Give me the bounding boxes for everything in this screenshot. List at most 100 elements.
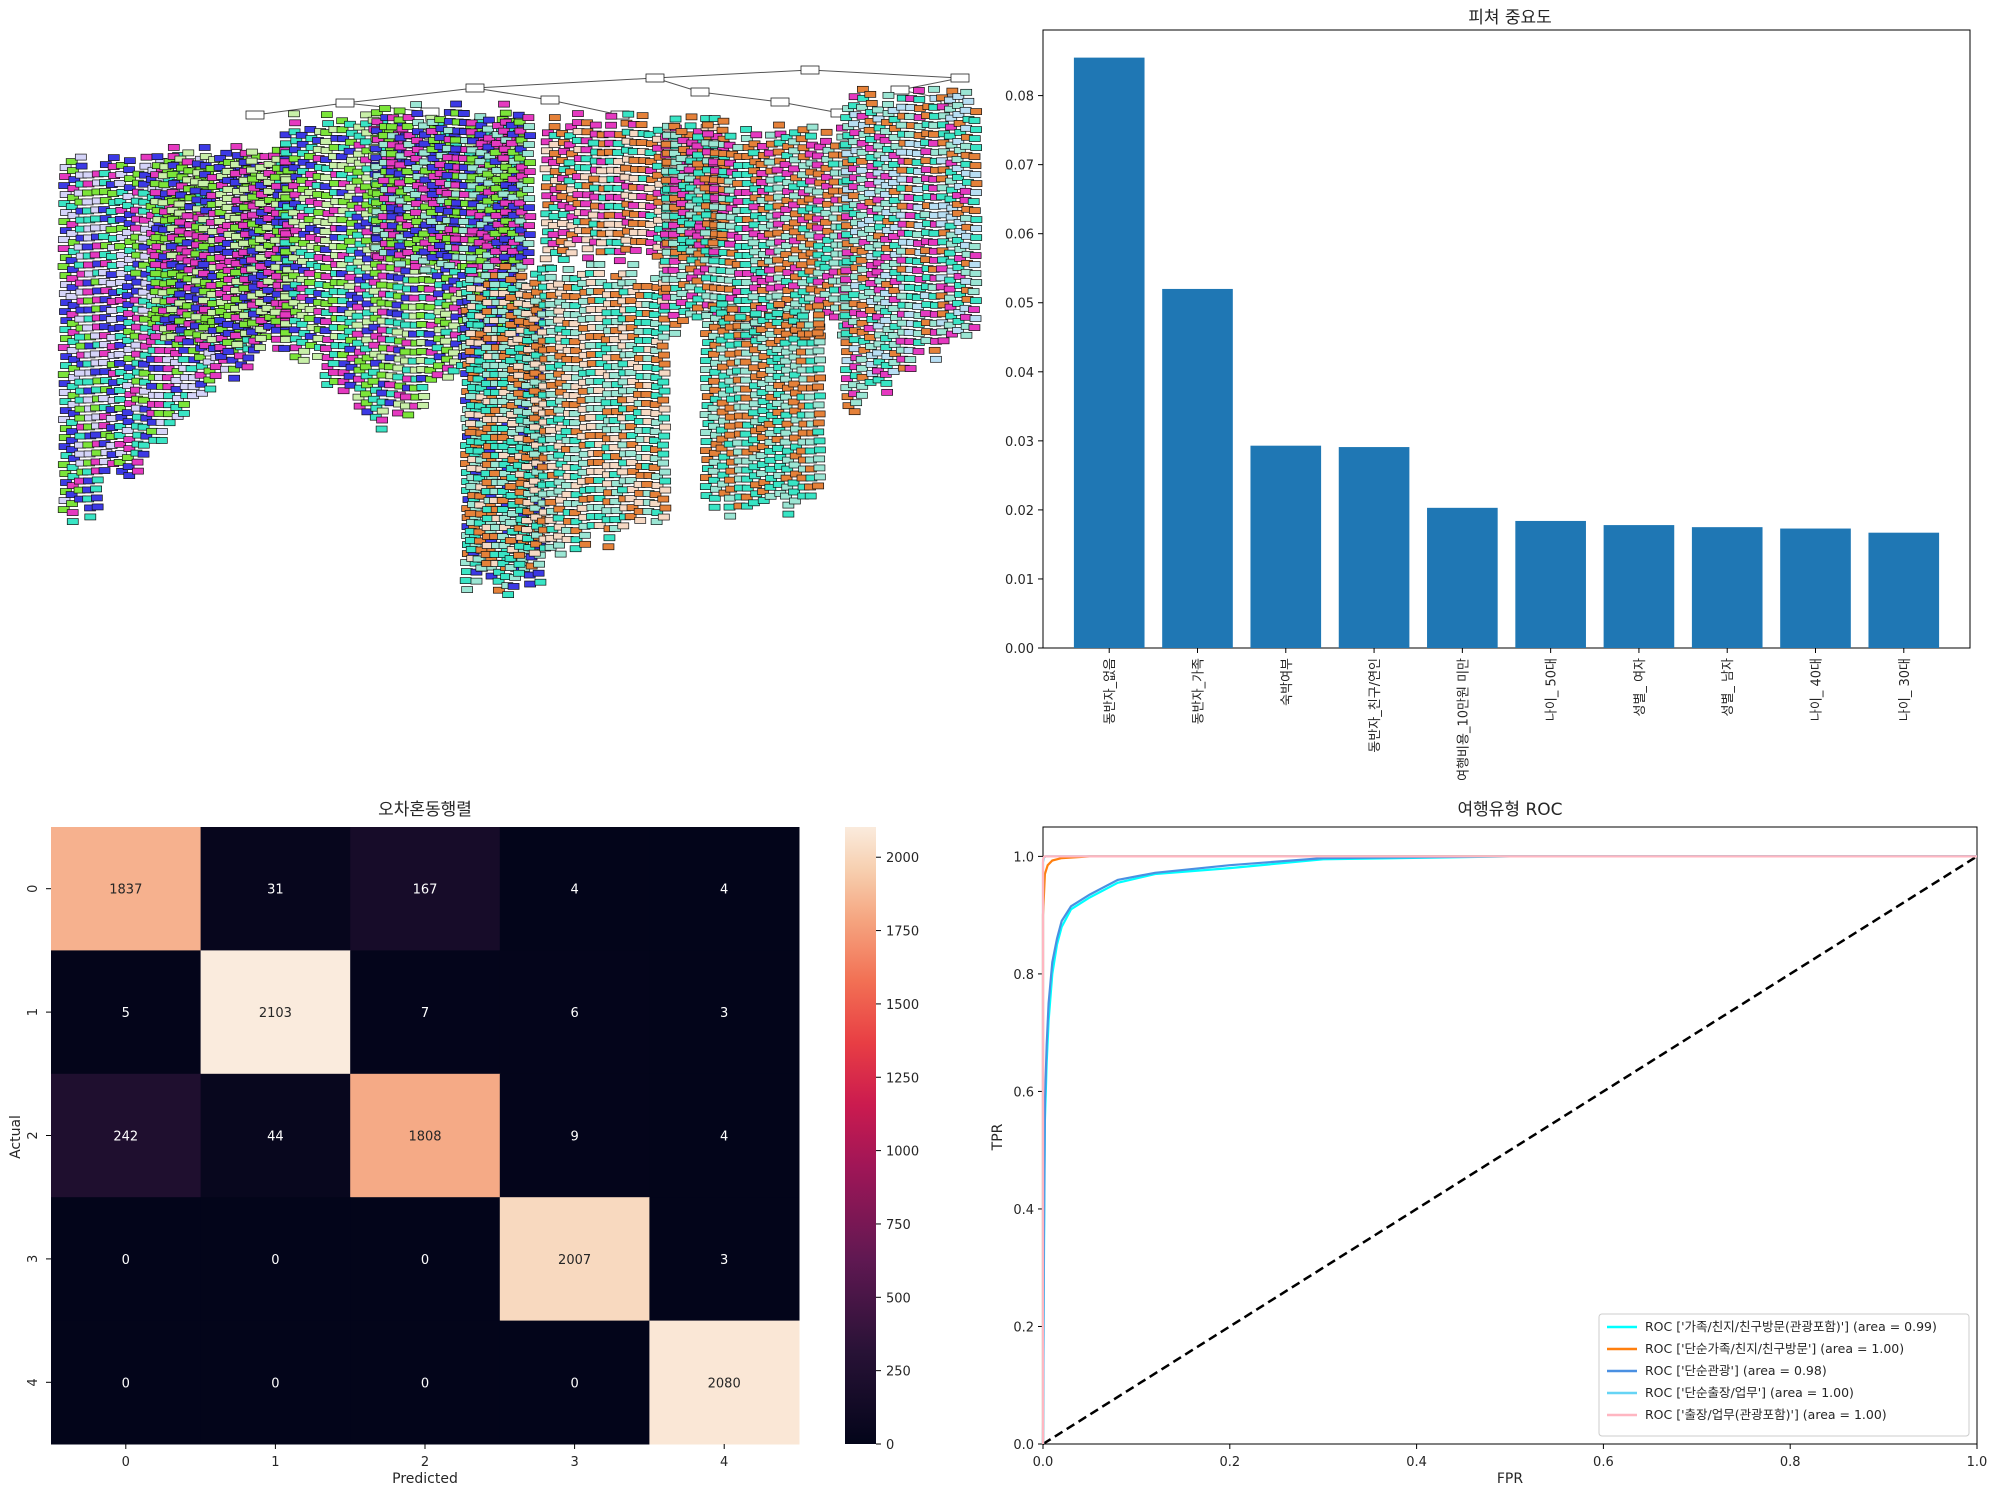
tree-node xyxy=(66,419,78,426)
tree-node xyxy=(123,436,136,444)
tree-node xyxy=(481,344,493,351)
tree-node xyxy=(123,220,136,228)
tree-node xyxy=(580,164,592,172)
tree-node xyxy=(482,125,494,133)
tree-node xyxy=(132,467,144,475)
tree-node xyxy=(296,320,309,328)
tree-node xyxy=(408,276,420,284)
tree-node xyxy=(131,458,144,466)
tree-node xyxy=(864,333,876,341)
tree-node xyxy=(174,290,186,298)
tree-node xyxy=(580,200,592,208)
tree-node xyxy=(245,110,265,120)
tree-node xyxy=(216,182,228,189)
tree-node xyxy=(770,97,790,107)
tree-node xyxy=(457,110,470,117)
tree-node xyxy=(443,262,456,269)
tree-node xyxy=(116,467,128,475)
tree-node xyxy=(288,299,301,307)
tree-node xyxy=(812,401,825,409)
tree-node xyxy=(114,404,126,412)
tree-node xyxy=(740,322,752,330)
tree-node xyxy=(771,292,784,300)
tree-node xyxy=(386,123,398,131)
tree-node xyxy=(65,257,78,264)
tree-node xyxy=(684,122,697,130)
tree-node xyxy=(113,179,126,187)
tree-node xyxy=(848,345,861,353)
tree-node xyxy=(91,503,104,511)
tree-node xyxy=(228,374,240,382)
tree-node xyxy=(553,451,566,459)
tree-node xyxy=(603,220,616,228)
tree-node xyxy=(616,468,629,476)
tree-node xyxy=(67,302,80,309)
tree-node xyxy=(82,378,95,386)
tree-node xyxy=(724,422,736,430)
tree-node xyxy=(209,372,222,379)
tree-node xyxy=(130,224,142,232)
tree-node xyxy=(410,101,422,108)
tree-node xyxy=(114,332,127,340)
tree-node xyxy=(123,256,136,264)
tree-node xyxy=(288,254,301,262)
tree-node xyxy=(139,405,152,413)
tree-node xyxy=(335,225,348,233)
tree-node xyxy=(288,128,301,136)
tree-node xyxy=(806,123,819,131)
tree-node xyxy=(399,348,412,356)
tree-node xyxy=(146,427,158,435)
tree-node xyxy=(465,483,478,490)
tree-node xyxy=(540,95,560,105)
tree-node xyxy=(288,218,301,226)
tree-node xyxy=(74,414,87,422)
tree-node xyxy=(796,312,809,320)
tree-node xyxy=(788,165,800,173)
tree-node xyxy=(138,207,150,215)
tree-node xyxy=(394,260,406,268)
tree-node xyxy=(65,158,78,165)
tree-node xyxy=(545,264,557,272)
tree-node xyxy=(523,222,535,230)
tree-node xyxy=(66,518,79,525)
tree-node xyxy=(658,414,670,422)
tree-node xyxy=(280,336,292,343)
tree-node xyxy=(196,362,208,370)
tree-node xyxy=(805,132,817,140)
tree-node xyxy=(629,247,642,254)
tree-node xyxy=(553,406,566,414)
tree-node xyxy=(565,249,578,257)
tree-node xyxy=(242,354,255,362)
tree-node xyxy=(114,422,127,430)
tree-node xyxy=(149,261,162,269)
tree-node xyxy=(645,73,665,83)
tree-node xyxy=(814,392,826,400)
tree-node xyxy=(351,195,364,203)
tree-node xyxy=(146,382,158,390)
tree-node xyxy=(553,280,565,288)
tree-node xyxy=(749,310,762,318)
tree-node xyxy=(795,357,808,365)
tree-node xyxy=(121,454,134,462)
tree-node xyxy=(203,376,216,384)
tree-node xyxy=(676,290,689,297)
tree-node xyxy=(811,224,824,232)
tree-node xyxy=(124,238,137,246)
tree-node xyxy=(222,348,235,355)
tree-node xyxy=(190,313,203,321)
tree-node xyxy=(57,245,70,252)
tree-node xyxy=(138,369,151,377)
tree-node xyxy=(343,237,356,245)
tree-node xyxy=(264,259,277,267)
tree-node xyxy=(82,288,95,296)
tree-node xyxy=(115,413,128,421)
tree-node xyxy=(379,105,391,112)
tree-node xyxy=(872,106,884,114)
tree-node xyxy=(812,428,825,436)
tree-node xyxy=(182,149,195,157)
tree-node xyxy=(229,332,242,339)
tree-node xyxy=(230,143,243,150)
tree-node xyxy=(515,272,528,280)
tree-node xyxy=(139,216,151,224)
tree-node xyxy=(560,374,573,381)
